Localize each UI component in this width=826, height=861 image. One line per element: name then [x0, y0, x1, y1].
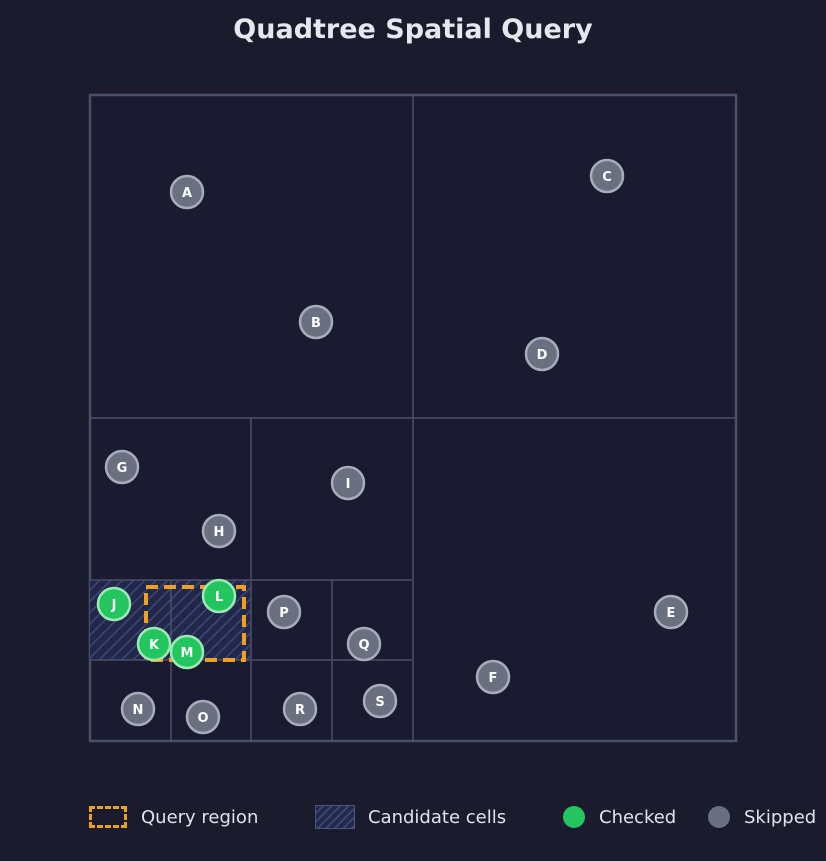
svg-text:M: M: [181, 646, 194, 661]
point-h: H: [201, 513, 237, 549]
point-d: D: [524, 336, 560, 372]
page-title: Quadtree Spatial Query: [233, 14, 593, 45]
point-l: L: [201, 578, 237, 614]
svg-text:R: R: [295, 703, 305, 718]
svg-text:D: D: [537, 348, 548, 363]
legend-item-skipped: Skipped: [708, 800, 816, 834]
svg-text:Q: Q: [358, 638, 369, 653]
legend-label-query: Query region: [141, 806, 259, 828]
svg-text:F: F: [489, 671, 498, 686]
point-i: I: [330, 465, 366, 501]
point-a: A: [169, 174, 205, 210]
candidate-cells-swatch: [315, 805, 355, 829]
svg-text:P: P: [279, 606, 289, 621]
point-b: B: [298, 304, 334, 340]
point-j: J: [96, 586, 132, 622]
legend-item-candidate: Candidate cells: [315, 800, 506, 834]
point-p: P: [266, 594, 302, 630]
point-s: S: [362, 683, 398, 719]
point-g: G: [104, 449, 140, 485]
svg-text:K: K: [149, 638, 160, 653]
legend-label-checked: Checked: [599, 806, 677, 828]
point-r: R: [282, 691, 318, 727]
svg-text:A: A: [182, 186, 192, 201]
svg-text:E: E: [667, 606, 676, 621]
svg-text:N: N: [133, 703, 144, 718]
point-e: E: [653, 594, 689, 630]
legend: Query region Candidate cells Checked Ski…: [0, 800, 826, 834]
query-region-swatch: [89, 806, 127, 828]
svg-text:S: S: [375, 695, 384, 710]
svg-text:L: L: [215, 590, 223, 605]
point-o: O: [185, 699, 221, 735]
point-n: N: [120, 691, 156, 727]
point-m: M: [169, 634, 205, 670]
legend-label-skipped: Skipped: [744, 806, 817, 828]
point-c: C: [589, 158, 625, 194]
point-k: K: [136, 626, 172, 662]
legend-item-query: Query region: [89, 800, 258, 834]
svg-text:C: C: [602, 170, 612, 185]
point-q: Q: [346, 626, 382, 662]
skipped-dot-icon: [708, 806, 730, 828]
svg-text:B: B: [311, 316, 321, 331]
svg-text:O: O: [197, 711, 208, 726]
legend-item-checked: Checked: [563, 800, 676, 834]
point-f: F: [475, 659, 511, 695]
svg-text:G: G: [117, 461, 128, 476]
svg-text:J: J: [111, 598, 117, 613]
svg-text:H: H: [214, 525, 225, 540]
checked-dot-icon: [563, 806, 585, 828]
legend-label-candidate: Candidate cells: [368, 806, 507, 828]
quadtree-diagram: A B C D E F G H I J L K M N O P Q R S: [88, 93, 738, 743]
svg-text:I: I: [346, 477, 351, 492]
